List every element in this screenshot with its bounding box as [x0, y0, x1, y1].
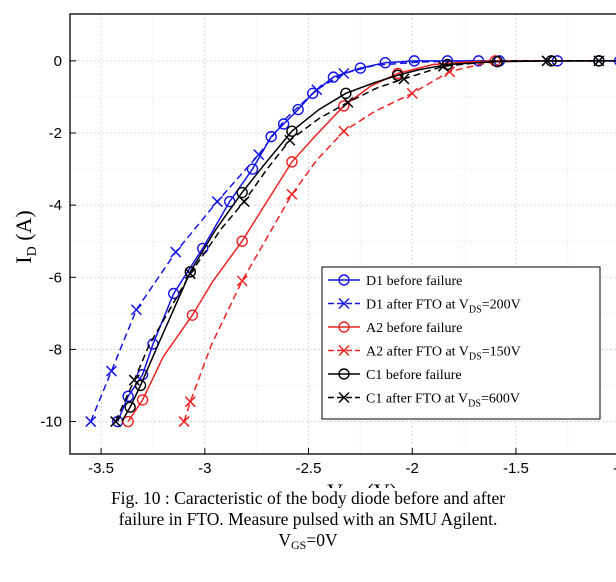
legend-marker-6 — [338, 391, 350, 404]
legend-label-1: D1 before failure — [366, 274, 462, 289]
series-4-point-9 — [406, 87, 418, 99]
series-line-6 — [114, 60, 599, 422]
legend-box — [321, 266, 601, 420]
y-tick-label-1: -2 — [49, 125, 62, 142]
legend-entry-1: D1 before failure — [328, 274, 462, 289]
legend-marker-5 — [338, 368, 350, 380]
series-6-point-3 — [184, 268, 196, 280]
legend-marker-1 — [338, 274, 350, 286]
series-layer — [85, 55, 616, 428]
series-5-point-8 — [286, 125, 298, 137]
series-3 — [122, 55, 599, 428]
legend-entry-3: A2 before failure — [328, 321, 462, 336]
series-6-point-9 — [342, 96, 354, 108]
series-line-5 — [121, 60, 616, 422]
x-tick-label-2: -2.5 — [296, 460, 322, 477]
series-5-point-2 — [134, 379, 147, 392]
legend-entry-6: C1 after FTO at VDS=600V — [328, 392, 520, 410]
series-1-point-9 — [277, 118, 290, 130]
plot-frame — [69, 13, 616, 455]
series-6-point-7 — [284, 134, 296, 146]
series-1-point-6 — [224, 195, 236, 208]
series-6-point-5 — [238, 196, 250, 208]
figure-caption: Fig. 10 : Caracteristic of the body diod… — [0, 488, 616, 556]
series-2-point-7 — [311, 84, 323, 96]
series-3-point-0 — [122, 415, 134, 428]
series-6-point-1 — [128, 374, 140, 386]
legend-entry-5: C1 before failure — [328, 368, 462, 383]
series-6-point-15 — [593, 55, 605, 67]
series-1-point-1 — [122, 390, 134, 402]
series-1-point-14 — [379, 56, 391, 69]
series-1-point-10 — [292, 103, 304, 116]
caption-line-3: VGS=0V — [278, 530, 338, 552]
series-2-point-0 — [85, 416, 97, 428]
y-axis-label: ID (A) — [11, 210, 40, 264]
legend-label-3: A2 before failure — [366, 321, 462, 336]
series-5-point-1 — [124, 401, 136, 413]
x-tick-label-4: -1.5 — [503, 460, 529, 477]
legend-marker-2 — [338, 297, 350, 310]
x-tick-label-0: -3.5 — [88, 460, 114, 477]
series-1-point-5 — [197, 242, 209, 255]
series-2-point-2 — [130, 304, 142, 316]
body-diode-chart: -3.5-3-2.5-2-1.5-10-2-4-6-8-10 VDS (V) I… — [11, 13, 616, 488]
legend-marker-3 — [338, 321, 350, 333]
series-3-point-9 — [338, 100, 350, 112]
legend-entry-2: D1 after FTO at VDS=200V — [328, 298, 521, 316]
x-axis-label: VDS (V) — [327, 479, 397, 488]
series-6-point-12 — [437, 60, 449, 72]
series-2-point-5 — [253, 149, 265, 161]
series-2-point-4 — [211, 196, 223, 208]
series-5-point-6 — [236, 186, 248, 199]
series-5-point-10 — [340, 87, 352, 100]
series-1-point-8 — [265, 130, 277, 143]
series-6-point-11 — [398, 73, 410, 85]
y-tick-label-2: -4 — [49, 197, 62, 214]
y-tick-label-3: -6 — [49, 269, 62, 286]
series-1-point-13 — [354, 62, 367, 74]
series-3-point-5 — [236, 235, 248, 247]
series-2-point-8 — [338, 67, 350, 80]
y-tick-label-0: 0 — [54, 53, 62, 70]
x-tick-label-3: -2 — [406, 460, 419, 477]
series-4-point-5 — [286, 188, 298, 200]
legend: D1 before failure D1 after FTO at VDS=200… — [321, 266, 601, 420]
caption-line-2: failure in FTO. Measure pulsed with an S… — [118, 509, 498, 529]
series-4-point-3 — [236, 275, 248, 287]
axis-ticks: -3.5-3-2.5-2-1.5-10-2-4-6-8-10 — [40, 53, 616, 477]
series-4-point-7 — [338, 125, 350, 137]
series-6-point-14 — [541, 55, 553, 67]
x-tick-label-5: -1 — [613, 460, 616, 477]
series-1-point-7 — [246, 163, 259, 175]
series-1-point-15 — [408, 55, 420, 67]
series-6-point-0 — [110, 416, 122, 428]
legend-label-2: D1 after FTO at VDS=200V — [366, 298, 521, 316]
legend-marker-4 — [338, 344, 350, 357]
series-6 — [110, 55, 605, 428]
legend-label-6: C1 after FTO at VDS=600V — [366, 392, 520, 410]
y-tick-label-4: -8 — [49, 341, 62, 358]
series-4-point-0 — [178, 416, 190, 428]
series-3-point-7 — [286, 156, 298, 168]
series-3-point-3 — [186, 309, 199, 321]
legend-label-5: C1 before failure — [366, 368, 462, 383]
series-1-point-11 — [306, 87, 319, 100]
series-5-point-4 — [184, 266, 196, 278]
legend-entry-4: A2 after FTO at VDS=150V — [328, 345, 521, 363]
series-2-point-1 — [105, 365, 118, 377]
series-4-point-1 — [184, 396, 196, 408]
y-tick-label-5: -10 — [40, 414, 62, 431]
series-1-point-4 — [168, 287, 180, 300]
series-2-point-3 — [170, 246, 182, 258]
series-4 — [178, 60, 521, 428]
x-tick-label-1: -3 — [198, 460, 211, 477]
series-3-point-1 — [136, 394, 149, 406]
series-line-3 — [127, 60, 599, 422]
legend-label-4: A2 after FTO at VDS=150V — [366, 345, 521, 363]
caption-line-1: Fig. 10 : Caracteristic of the body diod… — [110, 488, 506, 508]
